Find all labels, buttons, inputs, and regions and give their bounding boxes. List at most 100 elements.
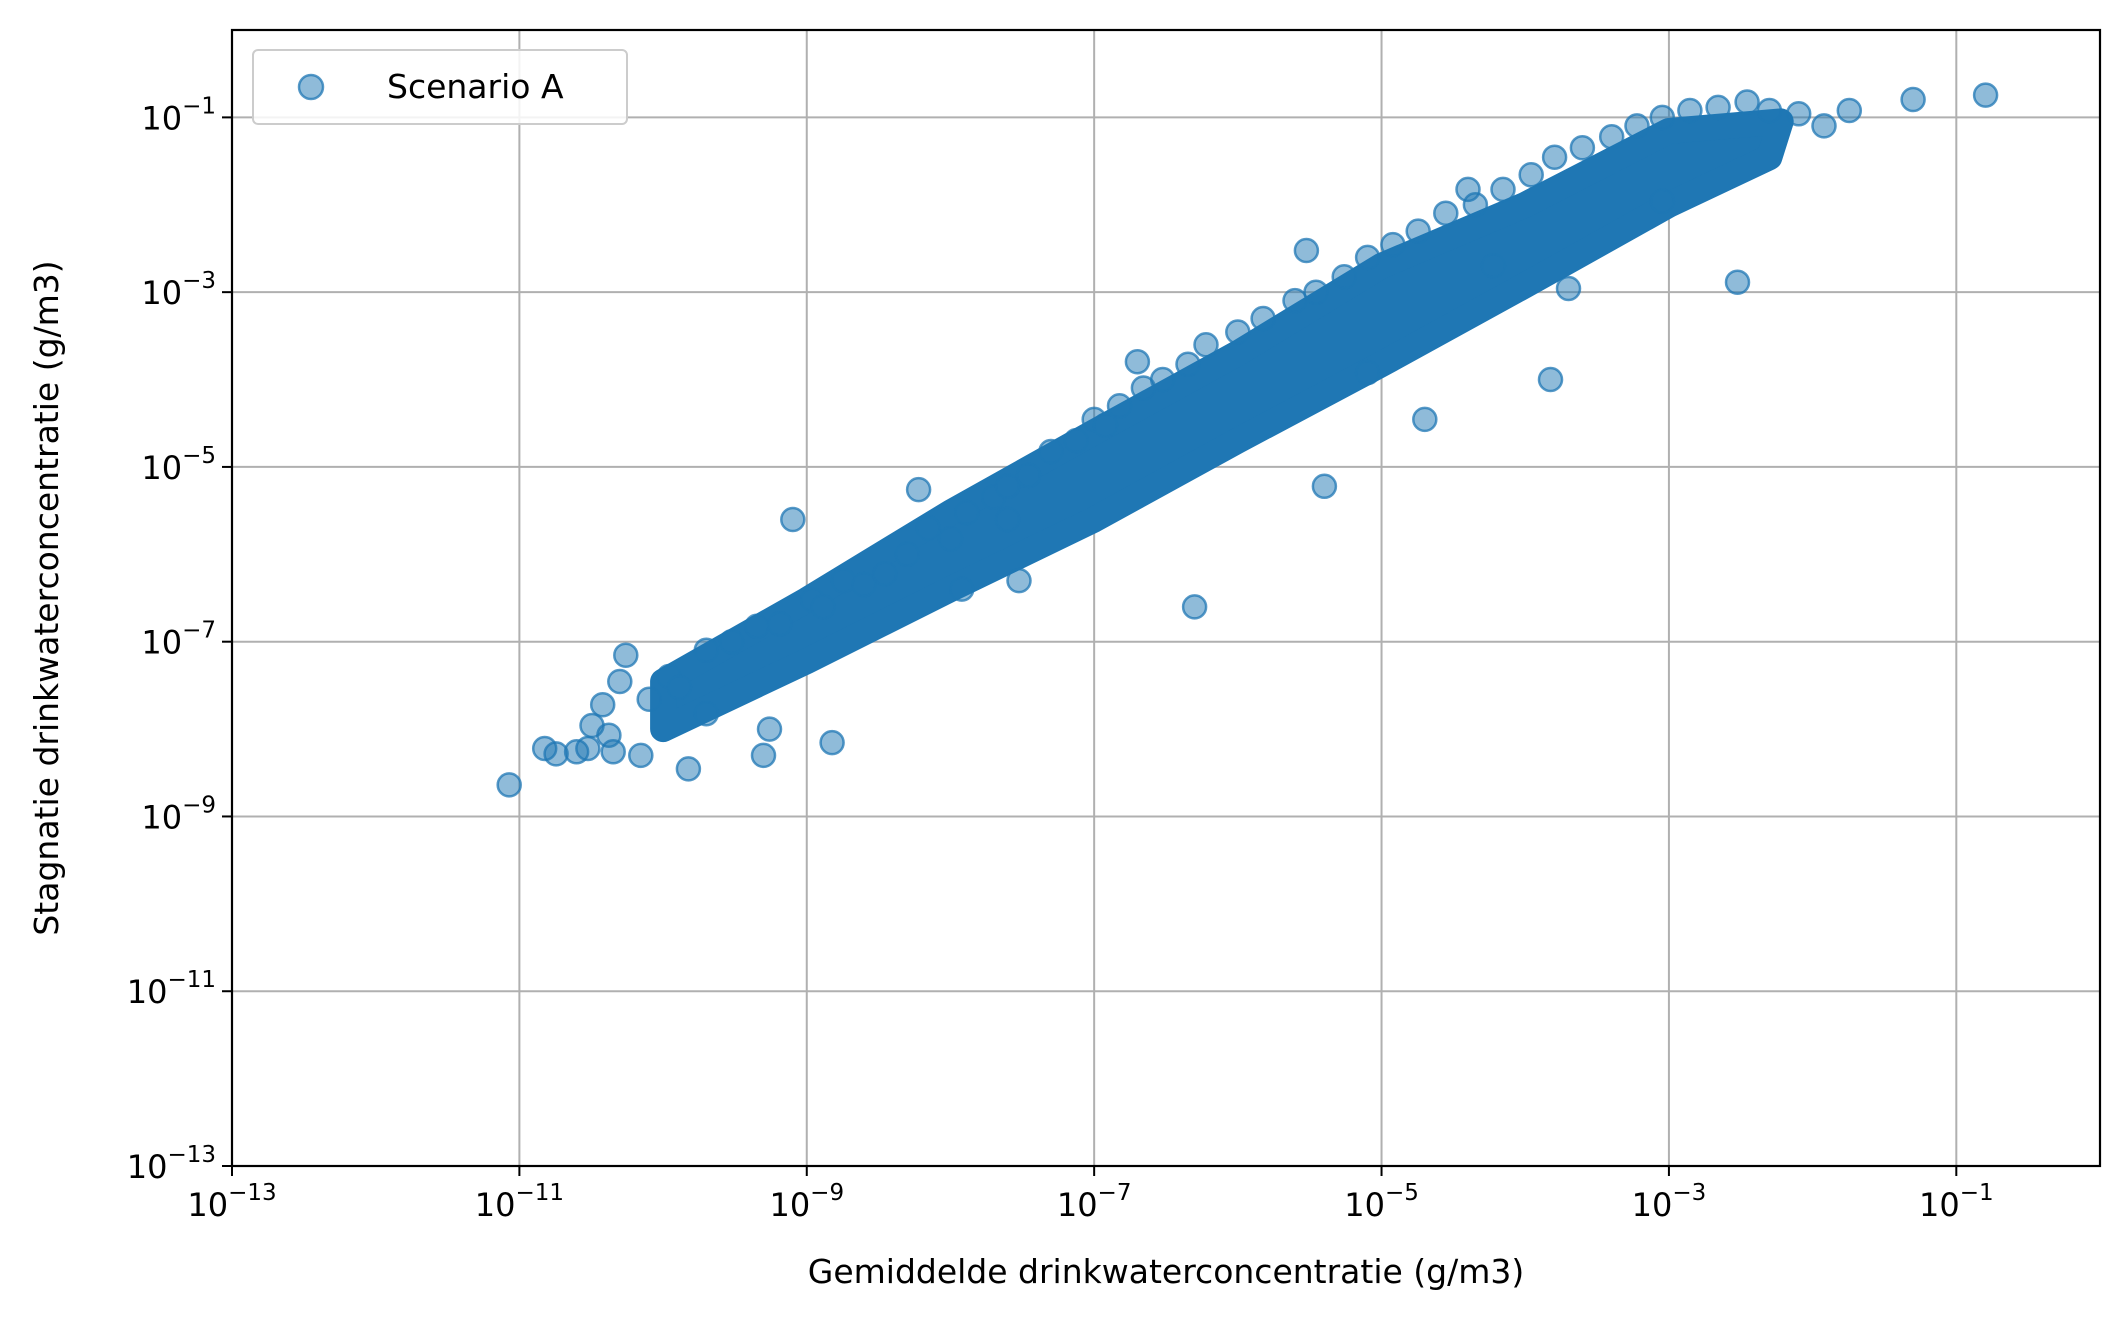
data-point	[1282, 287, 1308, 314]
x-tick-label: 10−11	[475, 1180, 564, 1224]
data-point	[756, 716, 783, 742]
data-point	[1490, 176, 1516, 203]
data-point	[675, 756, 702, 782]
data-point	[1038, 438, 1064, 465]
data-point	[1181, 594, 1208, 620]
data-point	[1756, 97, 1783, 124]
data-point	[1649, 104, 1676, 131]
legend-box	[252, 49, 628, 125]
data-point	[1433, 200, 1459, 226]
data-point	[1354, 359, 1381, 386]
data-point	[1354, 244, 1381, 271]
data-point	[1677, 97, 1703, 124]
data-point	[496, 772, 522, 798]
x-tick-label: 10−1	[1919, 1180, 1994, 1224]
data-point	[575, 735, 601, 762]
data-point	[1811, 113, 1837, 139]
data-point	[1405, 218, 1431, 244]
data-point	[1149, 366, 1176, 393]
data-point	[780, 506, 806, 533]
data-point	[636, 686, 662, 712]
data-point	[628, 742, 654, 769]
data-point	[872, 560, 898, 587]
data-point	[994, 473, 1021, 500]
data-point	[1175, 351, 1201, 377]
y-tick-label: 10−1	[141, 93, 216, 137]
y-tick-label: 10−13	[127, 1142, 216, 1186]
data-point	[1250, 305, 1276, 332]
x-axis-label: Gemiddelde drinkwaterconcentratie (g/m3)	[808, 1252, 1525, 1291]
data-point	[1412, 406, 1438, 433]
data-point	[1649, 188, 1676, 214]
legend: Scenario A	[252, 49, 628, 125]
data-point	[810, 594, 836, 620]
data-point	[1006, 567, 1032, 594]
x-axis-ticks: 10−13 10−11 10−9 10−7 10−5 10−3 10−1	[187, 1166, 1994, 1224]
data-point	[1537, 366, 1564, 393]
y-tick-label: 10−7	[141, 618, 216, 662]
data-point	[1785, 101, 1812, 127]
data-point	[1480, 253, 1507, 279]
data-point	[894, 541, 920, 568]
data-point	[600, 739, 626, 765]
data-point	[1724, 269, 1751, 295]
data-point	[666, 674, 693, 701]
data-point	[767, 611, 793, 637]
legend-marker-scenario-a	[297, 73, 325, 101]
data-point	[1106, 393, 1133, 419]
y-tick-label: 10−9	[141, 792, 216, 836]
data-point	[589, 691, 616, 718]
x-tick-label: 10−9	[769, 1180, 844, 1224]
data-point	[1598, 124, 1625, 150]
data-point	[1900, 86, 1926, 113]
data-points	[496, 82, 1999, 798]
data-point	[613, 642, 639, 668]
data-point	[905, 476, 932, 503]
data-point	[949, 576, 975, 602]
data-point	[1836, 97, 1863, 124]
data-point	[954, 499, 980, 526]
data-point	[1705, 94, 1731, 121]
data-point	[1293, 237, 1320, 264]
data-point	[1303, 279, 1329, 305]
plot-area-frame	[230, 28, 2102, 1168]
y-tick-label: 10−11	[127, 967, 216, 1011]
data-point	[1193, 332, 1219, 358]
data-point	[1380, 231, 1406, 258]
data-point	[915, 515, 941, 541]
data-point	[1972, 82, 1999, 108]
data-point	[851, 571, 877, 598]
legend-label-scenario-a: Scenario A	[387, 67, 564, 106]
data-point	[819, 729, 845, 756]
y-axis-label: Stagnatie drinkwaterconcentratie (g/m3)	[27, 260, 66, 935]
data-point	[693, 700, 720, 727]
data-point	[1311, 473, 1338, 500]
data-point	[1124, 348, 1151, 375]
data-point	[693, 637, 720, 663]
data-point	[1518, 162, 1544, 188]
data-point	[1015, 462, 1042, 489]
x-tick-label: 10−5	[1344, 1180, 1419, 1224]
y-tick-label: 10−5	[141, 443, 216, 487]
data-point	[1092, 412, 1119, 438]
data-point	[1624, 113, 1650, 139]
data-point	[1331, 264, 1357, 290]
y-tick-label: 10−3	[141, 268, 216, 312]
data-point	[607, 668, 633, 695]
x-tick-label: 10−3	[1632, 1180, 1707, 1224]
data-point	[994, 506, 1021, 533]
data-point	[830, 567, 857, 594]
y-axis-ticks: 10−13 10−11 10−9 10−7 10−5 10−3 10−1	[127, 93, 232, 1186]
data-point	[744, 613, 770, 640]
data-point	[937, 526, 964, 552]
data-point	[750, 742, 777, 769]
x-tick-label: 10−13	[187, 1180, 276, 1224]
data-point	[1225, 319, 1251, 345]
data-point	[718, 628, 745, 655]
data-point	[1734, 89, 1760, 115]
x-tick-label: 10−7	[1057, 1180, 1132, 1224]
data-point	[1569, 134, 1596, 161]
data-point	[1455, 176, 1481, 203]
